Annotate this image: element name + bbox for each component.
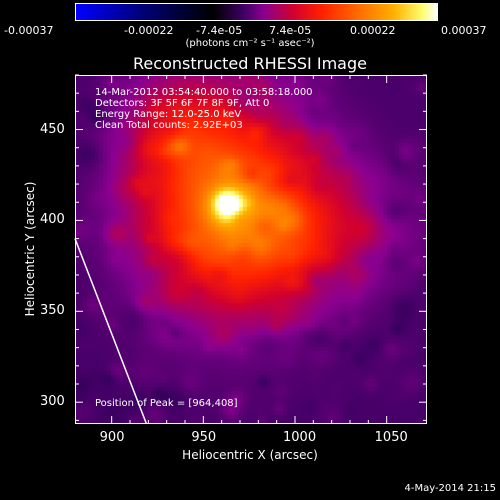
x-axis-label: Heliocentric X (arcsec) [182, 448, 318, 462]
colorbar-tick: 7.4e-05 [269, 24, 312, 37]
chart-title: Reconstructed RHESSI Image [133, 54, 367, 73]
colorbar-tick: 0.00037 [441, 24, 487, 37]
annotation-energy: Energy Range: 12.0-25.0 keV [95, 109, 242, 120]
peak-position-label: Position of Peak = [964,408] [95, 398, 238, 409]
x-tick-label: 900 [99, 430, 125, 445]
plot-overlay [74, 74, 427, 425]
plot-area: 14-Mar-2012 03:54:40.000 to 03:58:18.000… [74, 74, 427, 425]
y-tick-label: 350 [40, 303, 65, 319]
annotation-time: 14-Mar-2012 03:54:40.000 to 03:58:18.000 [95, 87, 313, 98]
colorbar-tick: -7.4e-05 [196, 24, 243, 37]
x-tick-label: 1000 [283, 430, 317, 445]
y-tick-label: 400 [40, 212, 65, 228]
x-tick-label: 950 [191, 430, 217, 445]
footer-date: 4-May-2014 21:15 [404, 483, 496, 494]
annotation-clean: Clean Total counts: 2.92E+03 [95, 120, 243, 131]
y-axis-label: Heliocentric Y (arcsec) [23, 181, 37, 317]
x-tick-label: 1050 [374, 430, 408, 445]
heatmap-image [75, 75, 427, 424]
limb-line [74, 238, 148, 425]
colorbar-tick: 0.00022 [350, 24, 396, 37]
colorbar-units: (photons cm⁻² s⁻¹ asec⁻²) [185, 38, 315, 49]
y-tick-label: 300 [40, 394, 65, 410]
colorbar-tick: -0.00022 [124, 24, 174, 37]
y-tick-label: 450 [40, 121, 65, 137]
colorbar [75, 3, 438, 21]
colorbar-tick: -0.00037 [4, 24, 54, 37]
plot-frame [75, 75, 427, 424]
annotation-detectors: Detectors: 3F 5F 6F 7F 8F 9F, Att 0 [95, 98, 270, 109]
